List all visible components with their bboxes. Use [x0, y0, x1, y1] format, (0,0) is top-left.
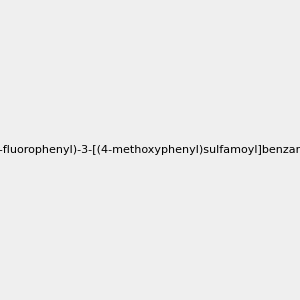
- Text: N-(3-fluorophenyl)-3-[(4-methoxyphenyl)sulfamoyl]benzamide: N-(3-fluorophenyl)-3-[(4-methoxyphenyl)s…: [0, 145, 300, 155]
